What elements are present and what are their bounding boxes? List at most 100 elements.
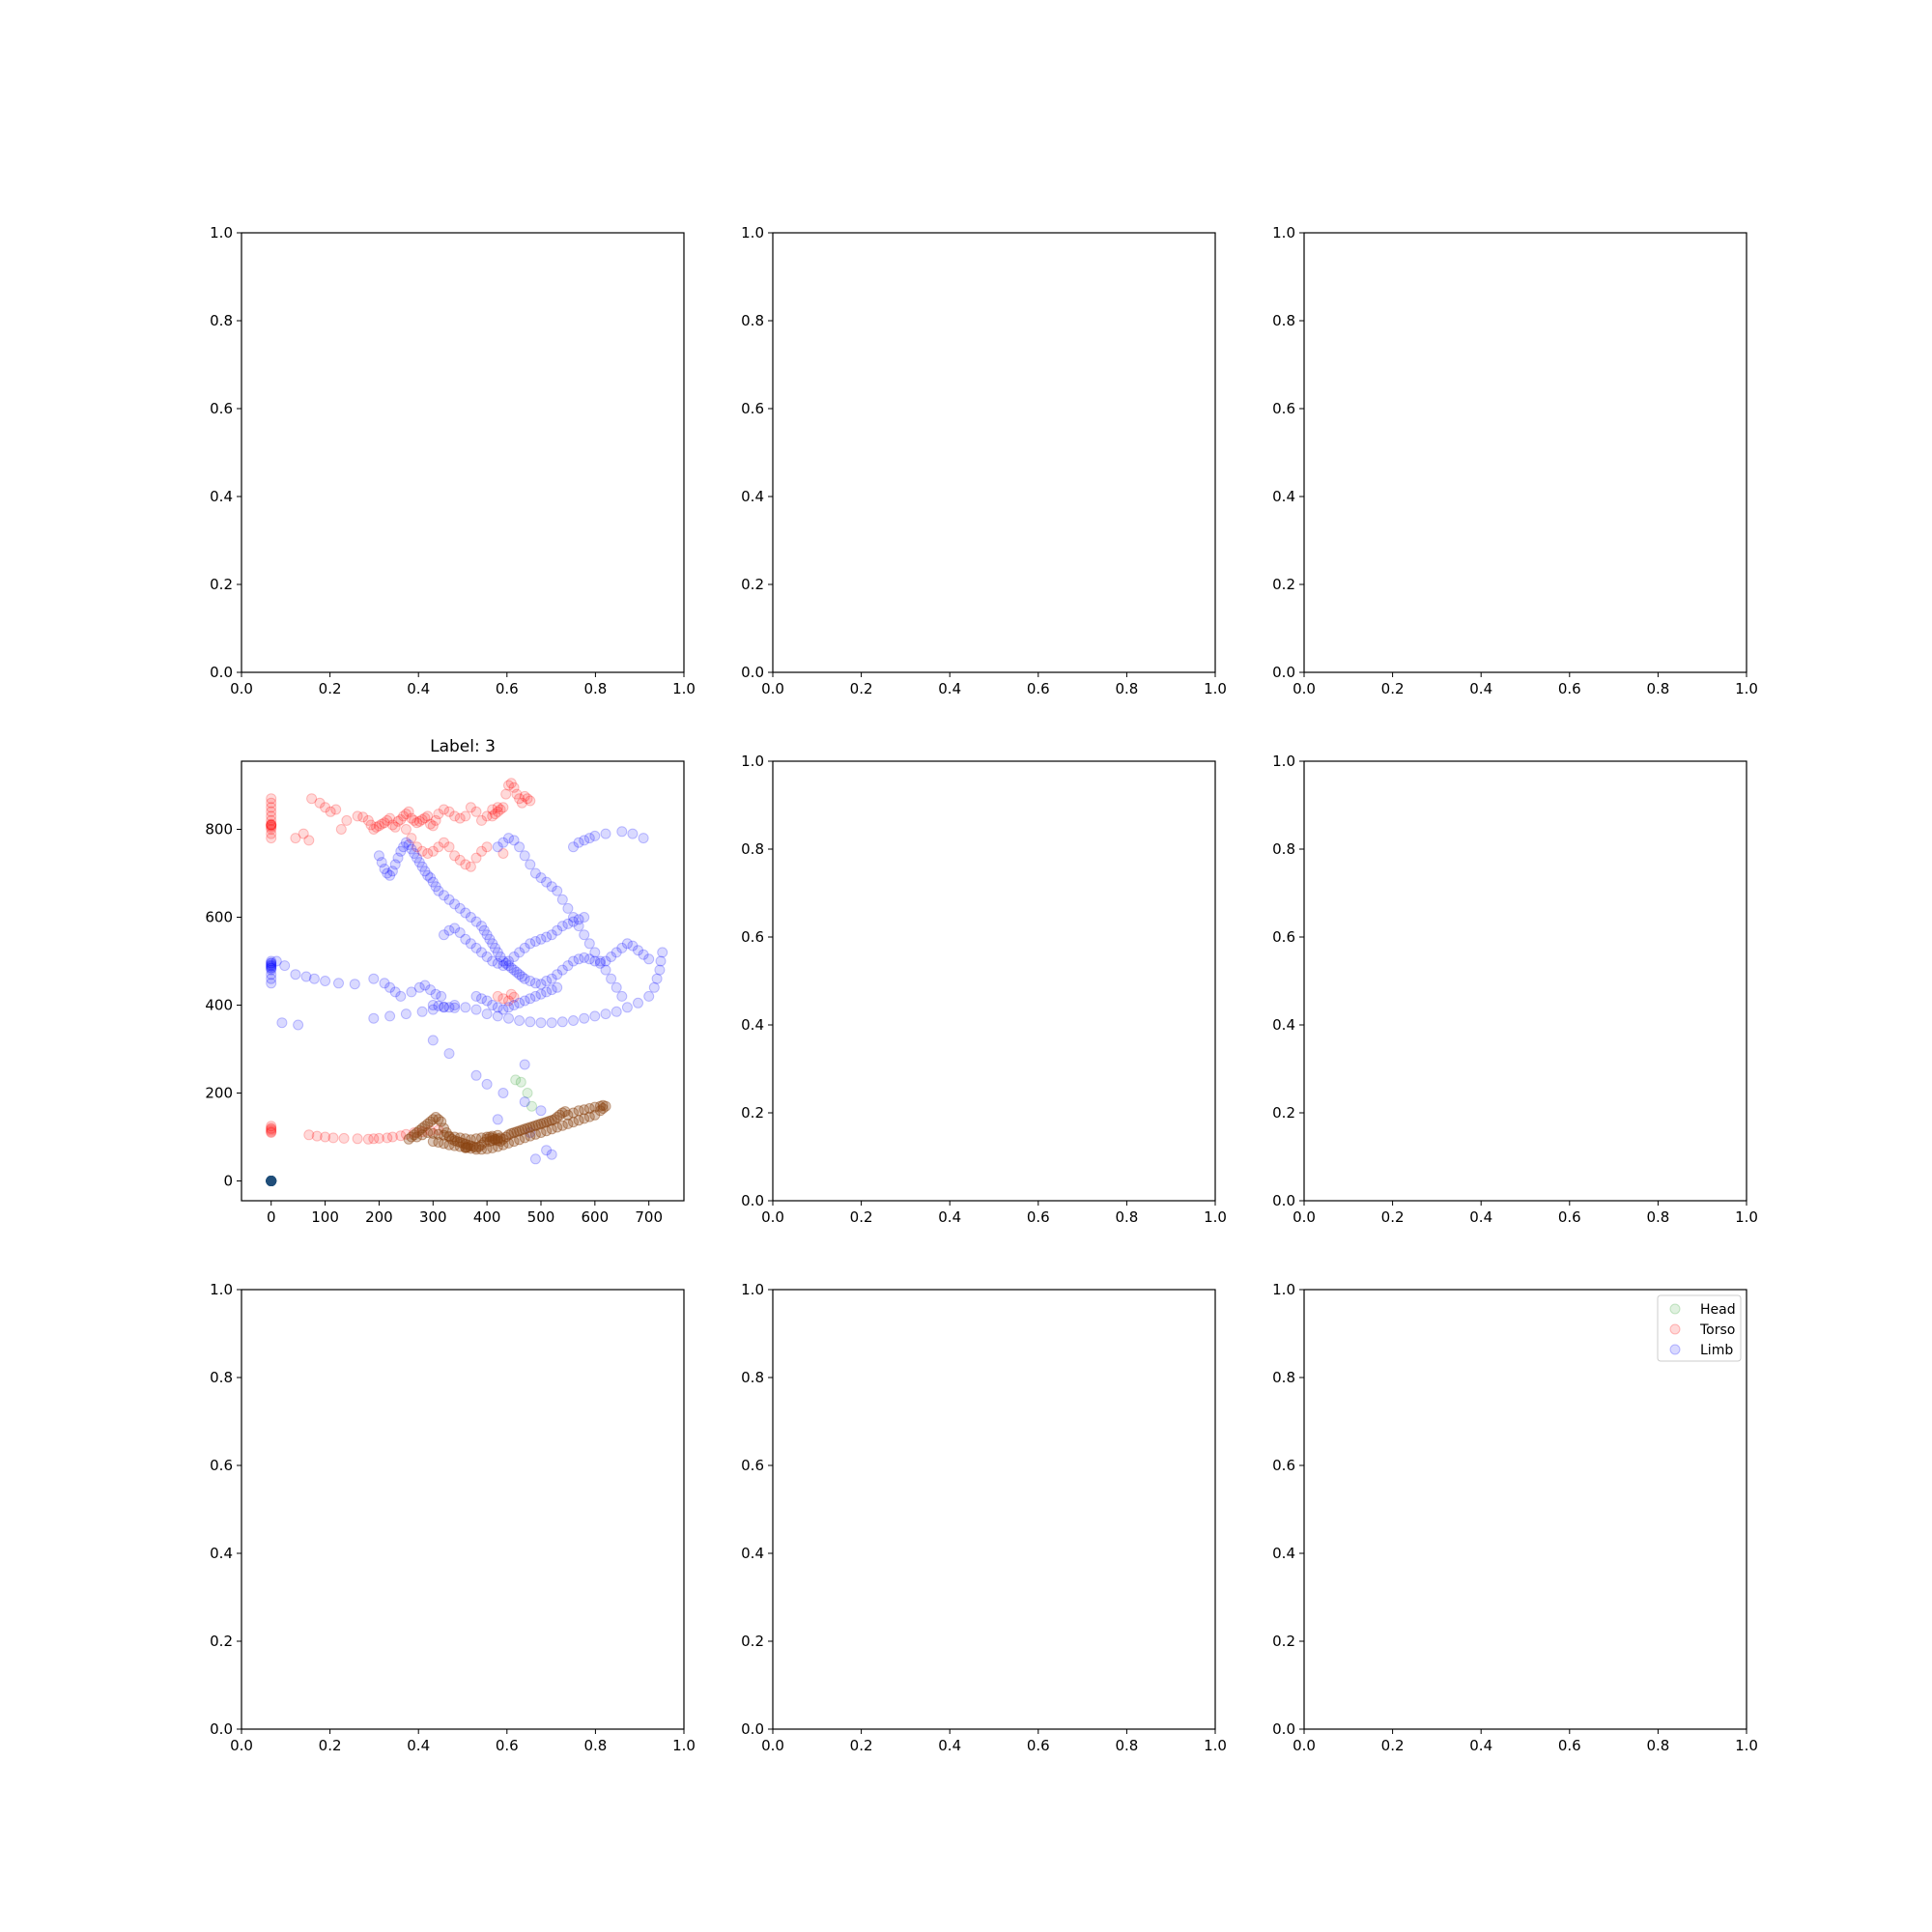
data-point [460, 907, 471, 919]
data-point [562, 902, 574, 914]
data-point [439, 1129, 449, 1141]
data-point [406, 843, 417, 855]
data-point [266, 821, 277, 833]
data-point [446, 1133, 458, 1145]
data-point [487, 804, 498, 815]
data-point [655, 955, 667, 967]
data-point [546, 1149, 557, 1160]
data-point [386, 1131, 398, 1143]
y-tick-label: 600 [205, 909, 233, 926]
data-point [514, 969, 526, 980]
x-tick-label: 1.0 [1735, 680, 1758, 697]
data-point [514, 947, 526, 958]
data-point [514, 1125, 526, 1137]
data-point [454, 927, 466, 938]
data-point [616, 826, 628, 838]
data-point [433, 1137, 444, 1148]
data-point [532, 1119, 544, 1130]
data-point [290, 969, 301, 980]
axes-frame [241, 760, 685, 1202]
axes-frame [1303, 1289, 1747, 1730]
data-point [422, 1118, 434, 1129]
data-point [481, 952, 493, 962]
data-point [465, 938, 476, 950]
x-tick-label: 0.4 [1469, 1208, 1492, 1226]
data-point [514, 997, 526, 1009]
data-point [368, 973, 380, 984]
x-tick-label: 0.0 [1293, 1208, 1316, 1226]
data-point [525, 859, 536, 870]
x-tick-label: 700 [635, 1208, 663, 1226]
data-point [293, 1019, 304, 1031]
data-point [535, 1118, 547, 1129]
data-point [552, 1122, 563, 1133]
legend-marker [1669, 1344, 1681, 1355]
data-point [484, 933, 496, 945]
data-point [497, 1139, 509, 1151]
data-point [487, 810, 498, 822]
data-point [594, 1100, 606, 1112]
data-point [505, 1127, 517, 1139]
data-point [412, 1131, 422, 1143]
data-point [406, 1131, 417, 1143]
data-point [490, 942, 500, 953]
y-tick-label: 1.0 [1272, 224, 1295, 242]
axes-frame [1303, 232, 1747, 673]
data-point [266, 797, 277, 809]
data-point [425, 984, 436, 996]
data-point [373, 820, 384, 832]
data-point [266, 959, 277, 971]
data-point [476, 845, 487, 857]
data-point [556, 1107, 568, 1119]
data-point [400, 837, 412, 848]
y-tick-label: 0.6 [210, 1457, 233, 1474]
x-tick-label: 500 [527, 1208, 555, 1226]
data-point [427, 1127, 439, 1139]
data-point [266, 793, 277, 805]
y-tick-label: 0.4 [210, 488, 233, 505]
data-point [643, 990, 655, 1002]
data-point [525, 1130, 536, 1142]
data-point [497, 955, 509, 967]
data-point [419, 1121, 431, 1132]
data-point [425, 1125, 436, 1137]
data-point [492, 806, 503, 817]
data-point [529, 1128, 541, 1140]
data-point [433, 1128, 444, 1140]
data-point [579, 952, 590, 963]
data-point [525, 976, 536, 986]
data-point [492, 1002, 503, 1013]
x-tick-label: 0.2 [1381, 680, 1405, 697]
data-point [552, 924, 563, 936]
subplot-1: 0.0 0.2 0.4 0.6 0.8 1.0 0.0 0.2 0.4 0.6 0.8 1.0 [210, 224, 696, 697]
x-tick-label: 0.0 [1293, 1737, 1316, 1754]
x-tick-label: 0.4 [938, 1208, 961, 1226]
data-point [470, 1133, 482, 1145]
data-point [462, 1142, 473, 1152]
data-point [266, 819, 277, 831]
data-point [579, 912, 590, 923]
data-point [568, 841, 579, 853]
data-point [400, 1009, 412, 1020]
y-tick-label: 0 [223, 1173, 233, 1190]
data-point [476, 947, 487, 958]
data-point [449, 898, 461, 910]
data-point [497, 848, 509, 859]
data-point [266, 1121, 277, 1132]
x-tick-label: 0.0 [230, 1737, 253, 1754]
data-point [638, 833, 649, 844]
x-tick-label: 0.8 [1115, 1208, 1138, 1226]
x-tick-label: 1.0 [1735, 1737, 1758, 1754]
data-point [583, 833, 595, 844]
data-point [266, 969, 277, 980]
data-point [384, 869, 396, 881]
data-point [492, 802, 503, 813]
data-point [546, 984, 557, 996]
data-point [511, 966, 523, 978]
data-point [379, 817, 390, 829]
y-tick-label: 0.0 [1272, 1720, 1295, 1738]
data-point [449, 1002, 461, 1013]
data-point [503, 1129, 514, 1141]
data-point [541, 931, 553, 943]
y-tick-label: 1.0 [741, 753, 764, 770]
